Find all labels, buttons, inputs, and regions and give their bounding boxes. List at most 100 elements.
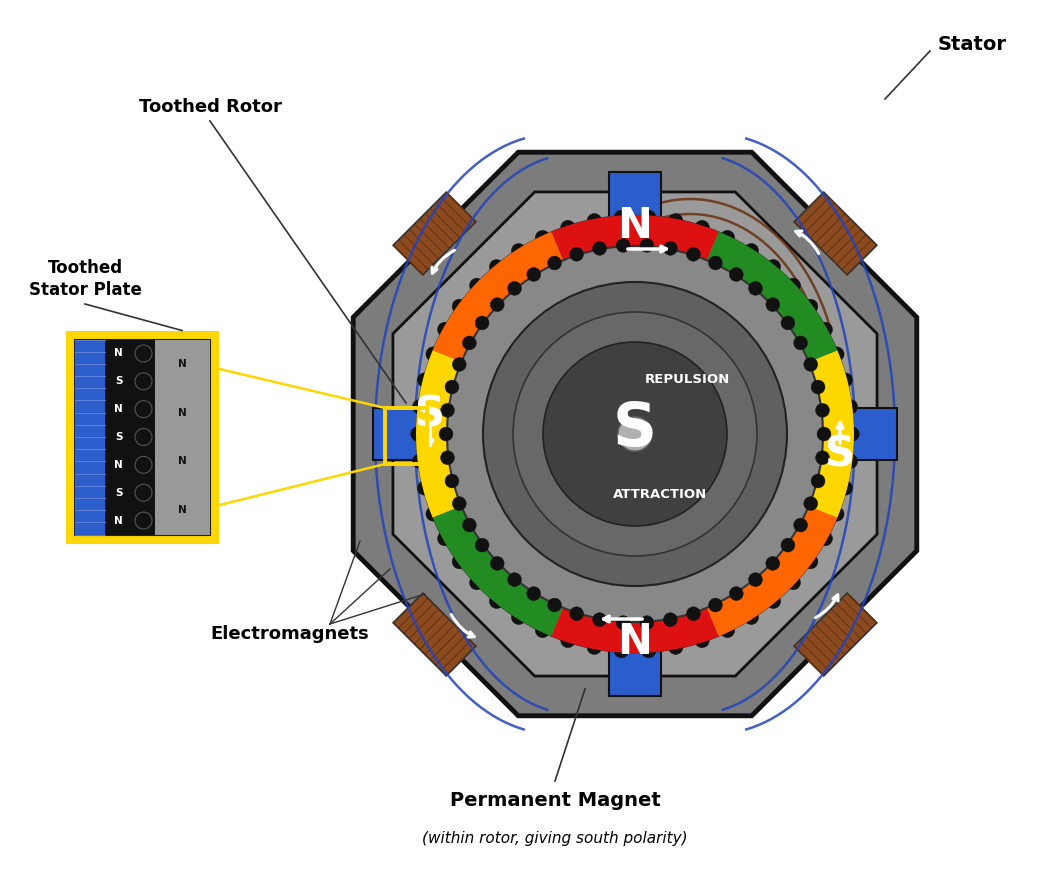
Circle shape bbox=[786, 575, 801, 589]
Text: S: S bbox=[115, 488, 122, 498]
Circle shape bbox=[512, 244, 526, 258]
Circle shape bbox=[560, 633, 575, 648]
Circle shape bbox=[469, 575, 484, 589]
Circle shape bbox=[135, 512, 152, 529]
Text: N: N bbox=[114, 460, 122, 470]
Polygon shape bbox=[394, 593, 476, 676]
Circle shape bbox=[548, 598, 561, 612]
Circle shape bbox=[709, 598, 723, 612]
Circle shape bbox=[687, 607, 701, 621]
Circle shape bbox=[491, 298, 504, 311]
Polygon shape bbox=[551, 215, 718, 261]
Circle shape bbox=[526, 268, 540, 281]
Circle shape bbox=[641, 644, 656, 658]
Circle shape bbox=[475, 538, 490, 552]
Circle shape bbox=[548, 256, 561, 270]
Circle shape bbox=[410, 427, 425, 441]
Circle shape bbox=[729, 587, 743, 600]
Circle shape bbox=[616, 616, 630, 629]
Text: N: N bbox=[177, 456, 187, 467]
Circle shape bbox=[426, 507, 441, 521]
Circle shape bbox=[135, 485, 152, 501]
Circle shape bbox=[818, 322, 832, 337]
Circle shape bbox=[491, 557, 504, 571]
Circle shape bbox=[535, 230, 550, 245]
Circle shape bbox=[695, 633, 709, 648]
Polygon shape bbox=[433, 232, 563, 363]
Bar bbox=[104, 340, 154, 534]
Circle shape bbox=[593, 613, 607, 627]
Circle shape bbox=[618, 417, 652, 451]
Circle shape bbox=[417, 216, 853, 652]
Text: N: N bbox=[177, 505, 187, 515]
Circle shape bbox=[438, 322, 453, 337]
Text: Permanent Magnet: Permanent Magnet bbox=[449, 791, 660, 811]
Circle shape bbox=[570, 607, 583, 621]
Circle shape bbox=[426, 347, 441, 362]
Text: Electromagnets: Electromagnets bbox=[211, 625, 369, 643]
Circle shape bbox=[535, 623, 550, 637]
Text: N: N bbox=[617, 205, 652, 247]
Circle shape bbox=[413, 399, 427, 414]
Circle shape bbox=[687, 247, 701, 261]
Text: N: N bbox=[177, 359, 187, 369]
Circle shape bbox=[587, 213, 601, 228]
Text: S: S bbox=[115, 432, 122, 442]
Circle shape bbox=[469, 278, 484, 292]
Polygon shape bbox=[808, 350, 853, 517]
Circle shape bbox=[803, 300, 818, 314]
Circle shape bbox=[483, 282, 787, 586]
Polygon shape bbox=[773, 408, 897, 460]
Circle shape bbox=[135, 401, 152, 418]
Circle shape bbox=[453, 300, 466, 314]
Polygon shape bbox=[609, 572, 661, 696]
Polygon shape bbox=[373, 408, 497, 460]
Circle shape bbox=[781, 538, 794, 552]
Polygon shape bbox=[707, 506, 838, 637]
Text: REPULSION: REPULSION bbox=[645, 372, 730, 386]
Circle shape bbox=[490, 260, 504, 274]
Circle shape bbox=[513, 312, 757, 556]
Circle shape bbox=[641, 210, 656, 225]
Polygon shape bbox=[609, 172, 661, 296]
Circle shape bbox=[669, 640, 683, 654]
Circle shape bbox=[804, 357, 818, 372]
Circle shape bbox=[829, 347, 844, 362]
Circle shape bbox=[729, 268, 743, 281]
Circle shape bbox=[781, 316, 794, 330]
Circle shape bbox=[570, 247, 583, 261]
Circle shape bbox=[614, 644, 629, 658]
Text: Stator: Stator bbox=[938, 35, 1006, 53]
Circle shape bbox=[462, 518, 476, 532]
Circle shape bbox=[766, 557, 780, 571]
Circle shape bbox=[135, 456, 152, 473]
Circle shape bbox=[816, 404, 829, 417]
Circle shape bbox=[439, 427, 453, 441]
Circle shape bbox=[838, 372, 852, 388]
Circle shape bbox=[664, 613, 677, 627]
Circle shape bbox=[441, 451, 455, 465]
Circle shape bbox=[526, 587, 540, 600]
Text: S: S bbox=[115, 376, 122, 387]
Text: N: N bbox=[177, 408, 187, 418]
Text: (within rotor, giving south polarity): (within rotor, giving south polarity) bbox=[422, 831, 688, 846]
Circle shape bbox=[766, 260, 781, 274]
Circle shape bbox=[640, 616, 654, 629]
Text: N: N bbox=[114, 348, 122, 358]
Circle shape bbox=[816, 451, 829, 465]
Circle shape bbox=[744, 244, 759, 258]
Circle shape bbox=[829, 507, 844, 521]
Circle shape bbox=[817, 427, 831, 441]
Circle shape bbox=[135, 372, 152, 389]
Circle shape bbox=[418, 372, 433, 388]
Polygon shape bbox=[353, 152, 917, 716]
Circle shape bbox=[490, 594, 504, 608]
Circle shape bbox=[453, 554, 466, 569]
Circle shape bbox=[786, 278, 801, 292]
Text: N: N bbox=[114, 516, 122, 525]
Circle shape bbox=[843, 454, 858, 469]
Circle shape bbox=[453, 357, 466, 372]
Circle shape bbox=[804, 497, 818, 510]
Circle shape bbox=[614, 210, 629, 225]
Circle shape bbox=[438, 532, 453, 546]
